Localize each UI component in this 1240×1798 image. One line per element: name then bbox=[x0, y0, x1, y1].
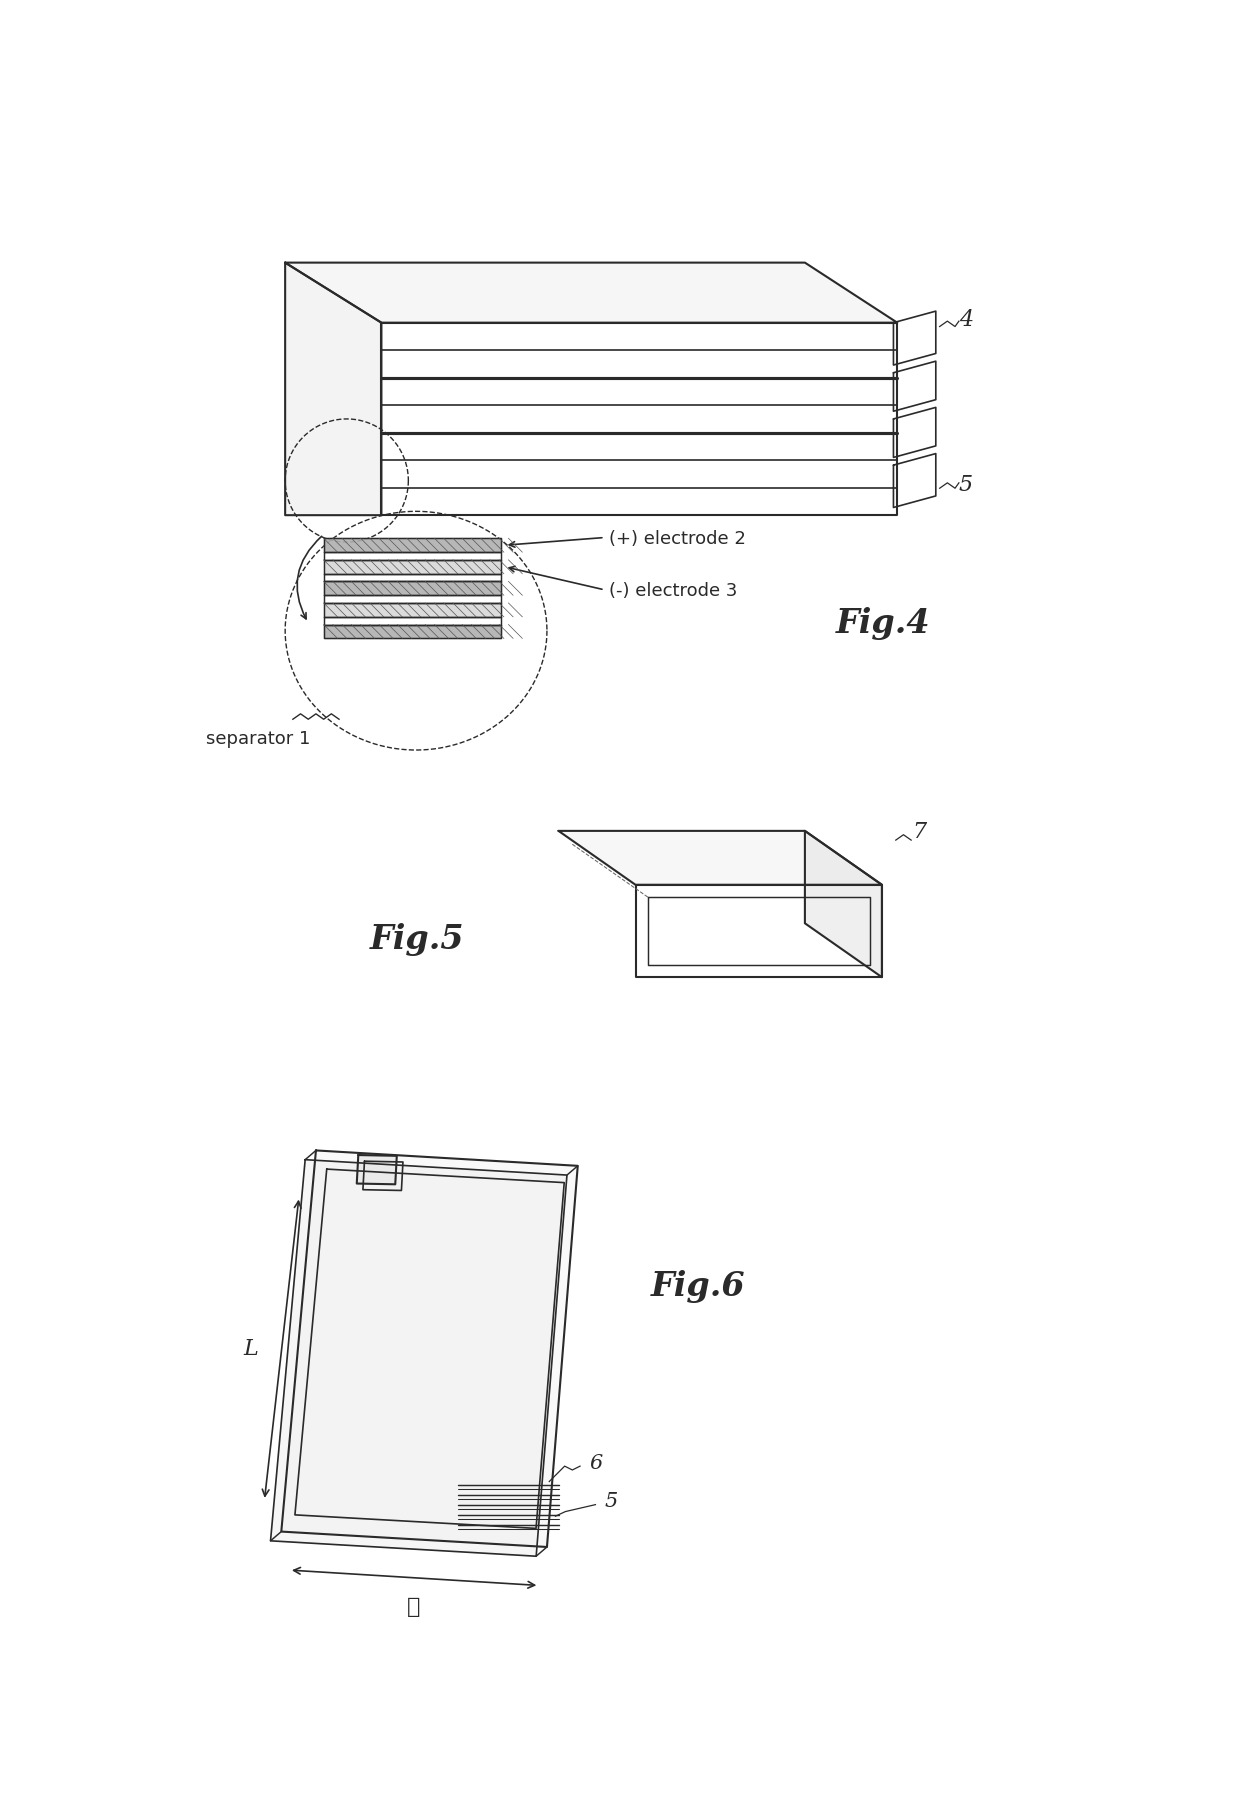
Text: 6: 6 bbox=[589, 1453, 603, 1473]
Text: Fig.5: Fig.5 bbox=[370, 922, 465, 957]
Text: 5: 5 bbox=[959, 475, 973, 496]
Polygon shape bbox=[324, 617, 501, 626]
Polygon shape bbox=[324, 574, 501, 583]
Text: 4: 4 bbox=[959, 309, 973, 331]
Polygon shape bbox=[324, 626, 501, 638]
Text: (+) electrode 2: (+) electrode 2 bbox=[609, 529, 745, 547]
Polygon shape bbox=[324, 583, 501, 595]
Text: 7: 7 bbox=[913, 820, 926, 843]
Polygon shape bbox=[635, 885, 882, 978]
Polygon shape bbox=[357, 1156, 397, 1185]
Polygon shape bbox=[285, 264, 898, 324]
Polygon shape bbox=[281, 1151, 578, 1546]
Polygon shape bbox=[382, 324, 898, 516]
Text: separator 1: separator 1 bbox=[206, 730, 310, 748]
Text: L: L bbox=[243, 1338, 258, 1359]
Polygon shape bbox=[270, 1160, 567, 1557]
Polygon shape bbox=[324, 539, 501, 552]
Polygon shape bbox=[324, 604, 501, 617]
Text: ℓ: ℓ bbox=[407, 1595, 420, 1616]
Polygon shape bbox=[558, 831, 882, 885]
Text: Fig.6: Fig.6 bbox=[651, 1269, 745, 1302]
Text: (-) electrode 3: (-) electrode 3 bbox=[609, 581, 737, 599]
Polygon shape bbox=[805, 831, 882, 978]
Text: 5: 5 bbox=[605, 1492, 618, 1510]
Text: Fig.4: Fig.4 bbox=[836, 608, 930, 640]
Polygon shape bbox=[285, 264, 382, 516]
Polygon shape bbox=[324, 552, 501, 561]
Polygon shape bbox=[324, 561, 501, 574]
Polygon shape bbox=[324, 595, 501, 604]
